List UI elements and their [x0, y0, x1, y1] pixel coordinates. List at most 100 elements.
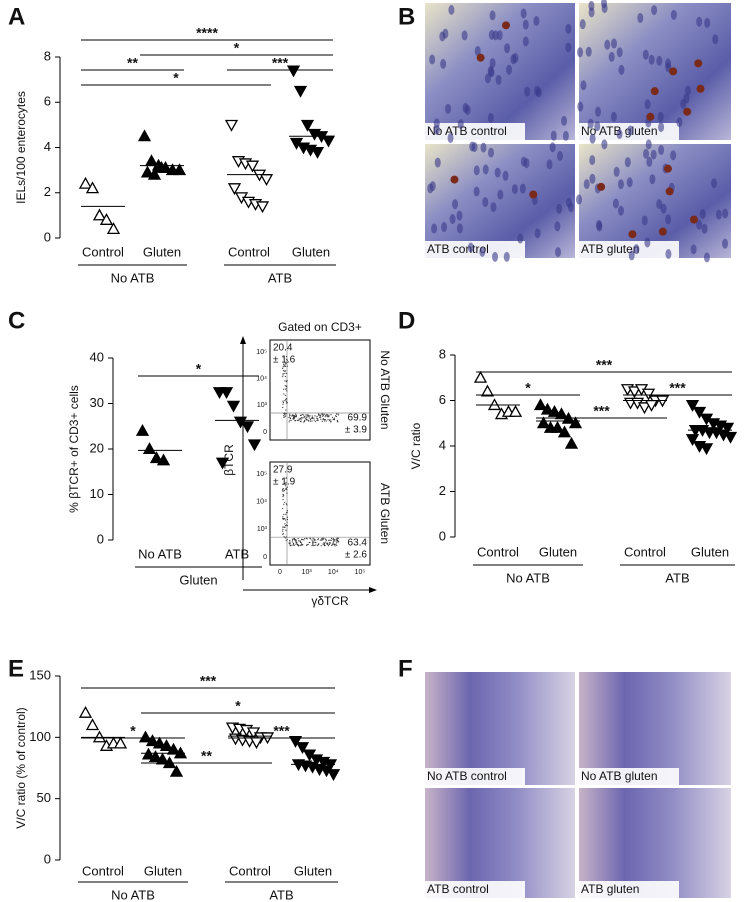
data-point: [247, 439, 262, 452]
nucleus: [650, 149, 657, 160]
nucleus: [633, 244, 640, 255]
arrowhead: [240, 336, 246, 344]
stained-cell: [694, 59, 703, 68]
panel-letter: A: [8, 3, 25, 30]
event-dot: [292, 542, 295, 544]
event-dot: [330, 539, 332, 542]
event-dot: [307, 414, 309, 416]
event-dot: [282, 355, 284, 357]
event-dot: [299, 420, 301, 423]
event-dot: [286, 361, 288, 363]
data-point: [326, 769, 341, 781]
group-label: No ATB: [506, 570, 550, 585]
flow-plot-label: ATB Gluten: [378, 483, 392, 544]
event-dot: [289, 419, 291, 421]
nucleus: [429, 54, 436, 65]
data-point: [627, 386, 642, 399]
data-point: [547, 405, 562, 417]
event-dot: [282, 403, 284, 405]
event-dot: [284, 372, 286, 375]
event-dot: [322, 418, 324, 420]
event-dot: [284, 365, 286, 367]
nucleus: [461, 30, 468, 41]
event-dot: [283, 513, 285, 516]
nucleus: [484, 73, 491, 84]
nucleus: [722, 238, 729, 249]
event-dot: [299, 417, 301, 420]
event-dot: [328, 414, 330, 416]
event-dot: [293, 418, 295, 420]
nucleus: [611, 38, 618, 49]
event-dot: [282, 478, 284, 480]
image-caption: No ATB gluten: [581, 769, 658, 783]
nucleus: [550, 130, 557, 141]
nucleus: [618, 64, 625, 75]
event-dot: [282, 490, 284, 492]
x-tick-label: Control: [82, 244, 124, 259]
event-dot: [284, 380, 286, 382]
image: [425, 3, 575, 140]
event-dot: [283, 364, 285, 366]
event-dot: [317, 543, 320, 545]
event-dot: [306, 538, 308, 540]
event-dot: [285, 398, 288, 400]
nucleus: [557, 150, 564, 161]
event-dot: [303, 539, 305, 541]
data-point: [321, 135, 336, 148]
nucleus: [712, 34, 719, 45]
data-point: [106, 222, 121, 234]
quadrant-value: ± 1.6: [273, 355, 296, 366]
nucleus: [449, 213, 456, 224]
quadrant-value: 20.4: [273, 343, 293, 354]
event-dot: [283, 483, 285, 485]
data-point: [259, 174, 274, 187]
event-dot: [323, 413, 325, 415]
flow-y-tick-label: 10⁵: [256, 471, 267, 478]
flow-x-tick-label: 10³: [302, 569, 313, 576]
y-tick-label: 0: [44, 851, 51, 866]
data-point: [152, 736, 167, 749]
event-dot: [327, 545, 330, 547]
nucleus: [494, 167, 501, 178]
event-dot: [326, 415, 328, 417]
event-dot: [335, 542, 338, 544]
data-point: [480, 384, 495, 397]
event-dot: [286, 380, 288, 383]
stained-cell: [501, 21, 510, 30]
event-dot: [285, 399, 287, 401]
event-dot: [283, 413, 285, 415]
event-dot: [295, 543, 297, 545]
nucleus: [487, 65, 494, 76]
nucleus: [613, 166, 620, 177]
event-dot: [292, 543, 295, 545]
image-caption: No ATB control: [427, 124, 507, 138]
flow-y-tick-label: 10⁴: [256, 499, 267, 506]
event-dot: [282, 489, 284, 491]
event-dot: [282, 530, 284, 532]
nucleus: [489, 58, 496, 69]
nucleus: [656, 55, 663, 66]
data-point: [641, 388, 656, 401]
image: [425, 788, 575, 898]
y-tick-label: 6: [44, 94, 51, 109]
nucleus: [457, 119, 464, 130]
event-dot: [330, 419, 332, 421]
event-dot: [284, 394, 286, 397]
event-dot: [294, 414, 296, 417]
nucleus: [555, 247, 562, 258]
event-dot: [323, 537, 325, 539]
event-dot: [316, 415, 318, 417]
nucleus: [561, 115, 568, 126]
nucleus: [665, 214, 672, 225]
event-dot: [336, 544, 338, 546]
event-dot: [332, 541, 335, 543]
nucleus: [703, 252, 710, 263]
event-dot: [301, 413, 303, 416]
nucleus: [612, 198, 619, 209]
event-dot: [295, 414, 298, 416]
event-dot: [285, 536, 287, 538]
y-tick-label: 150: [29, 667, 51, 682]
group-label: No ATB: [111, 270, 155, 285]
event-dot: [303, 420, 306, 422]
nucleus: [646, 156, 653, 167]
